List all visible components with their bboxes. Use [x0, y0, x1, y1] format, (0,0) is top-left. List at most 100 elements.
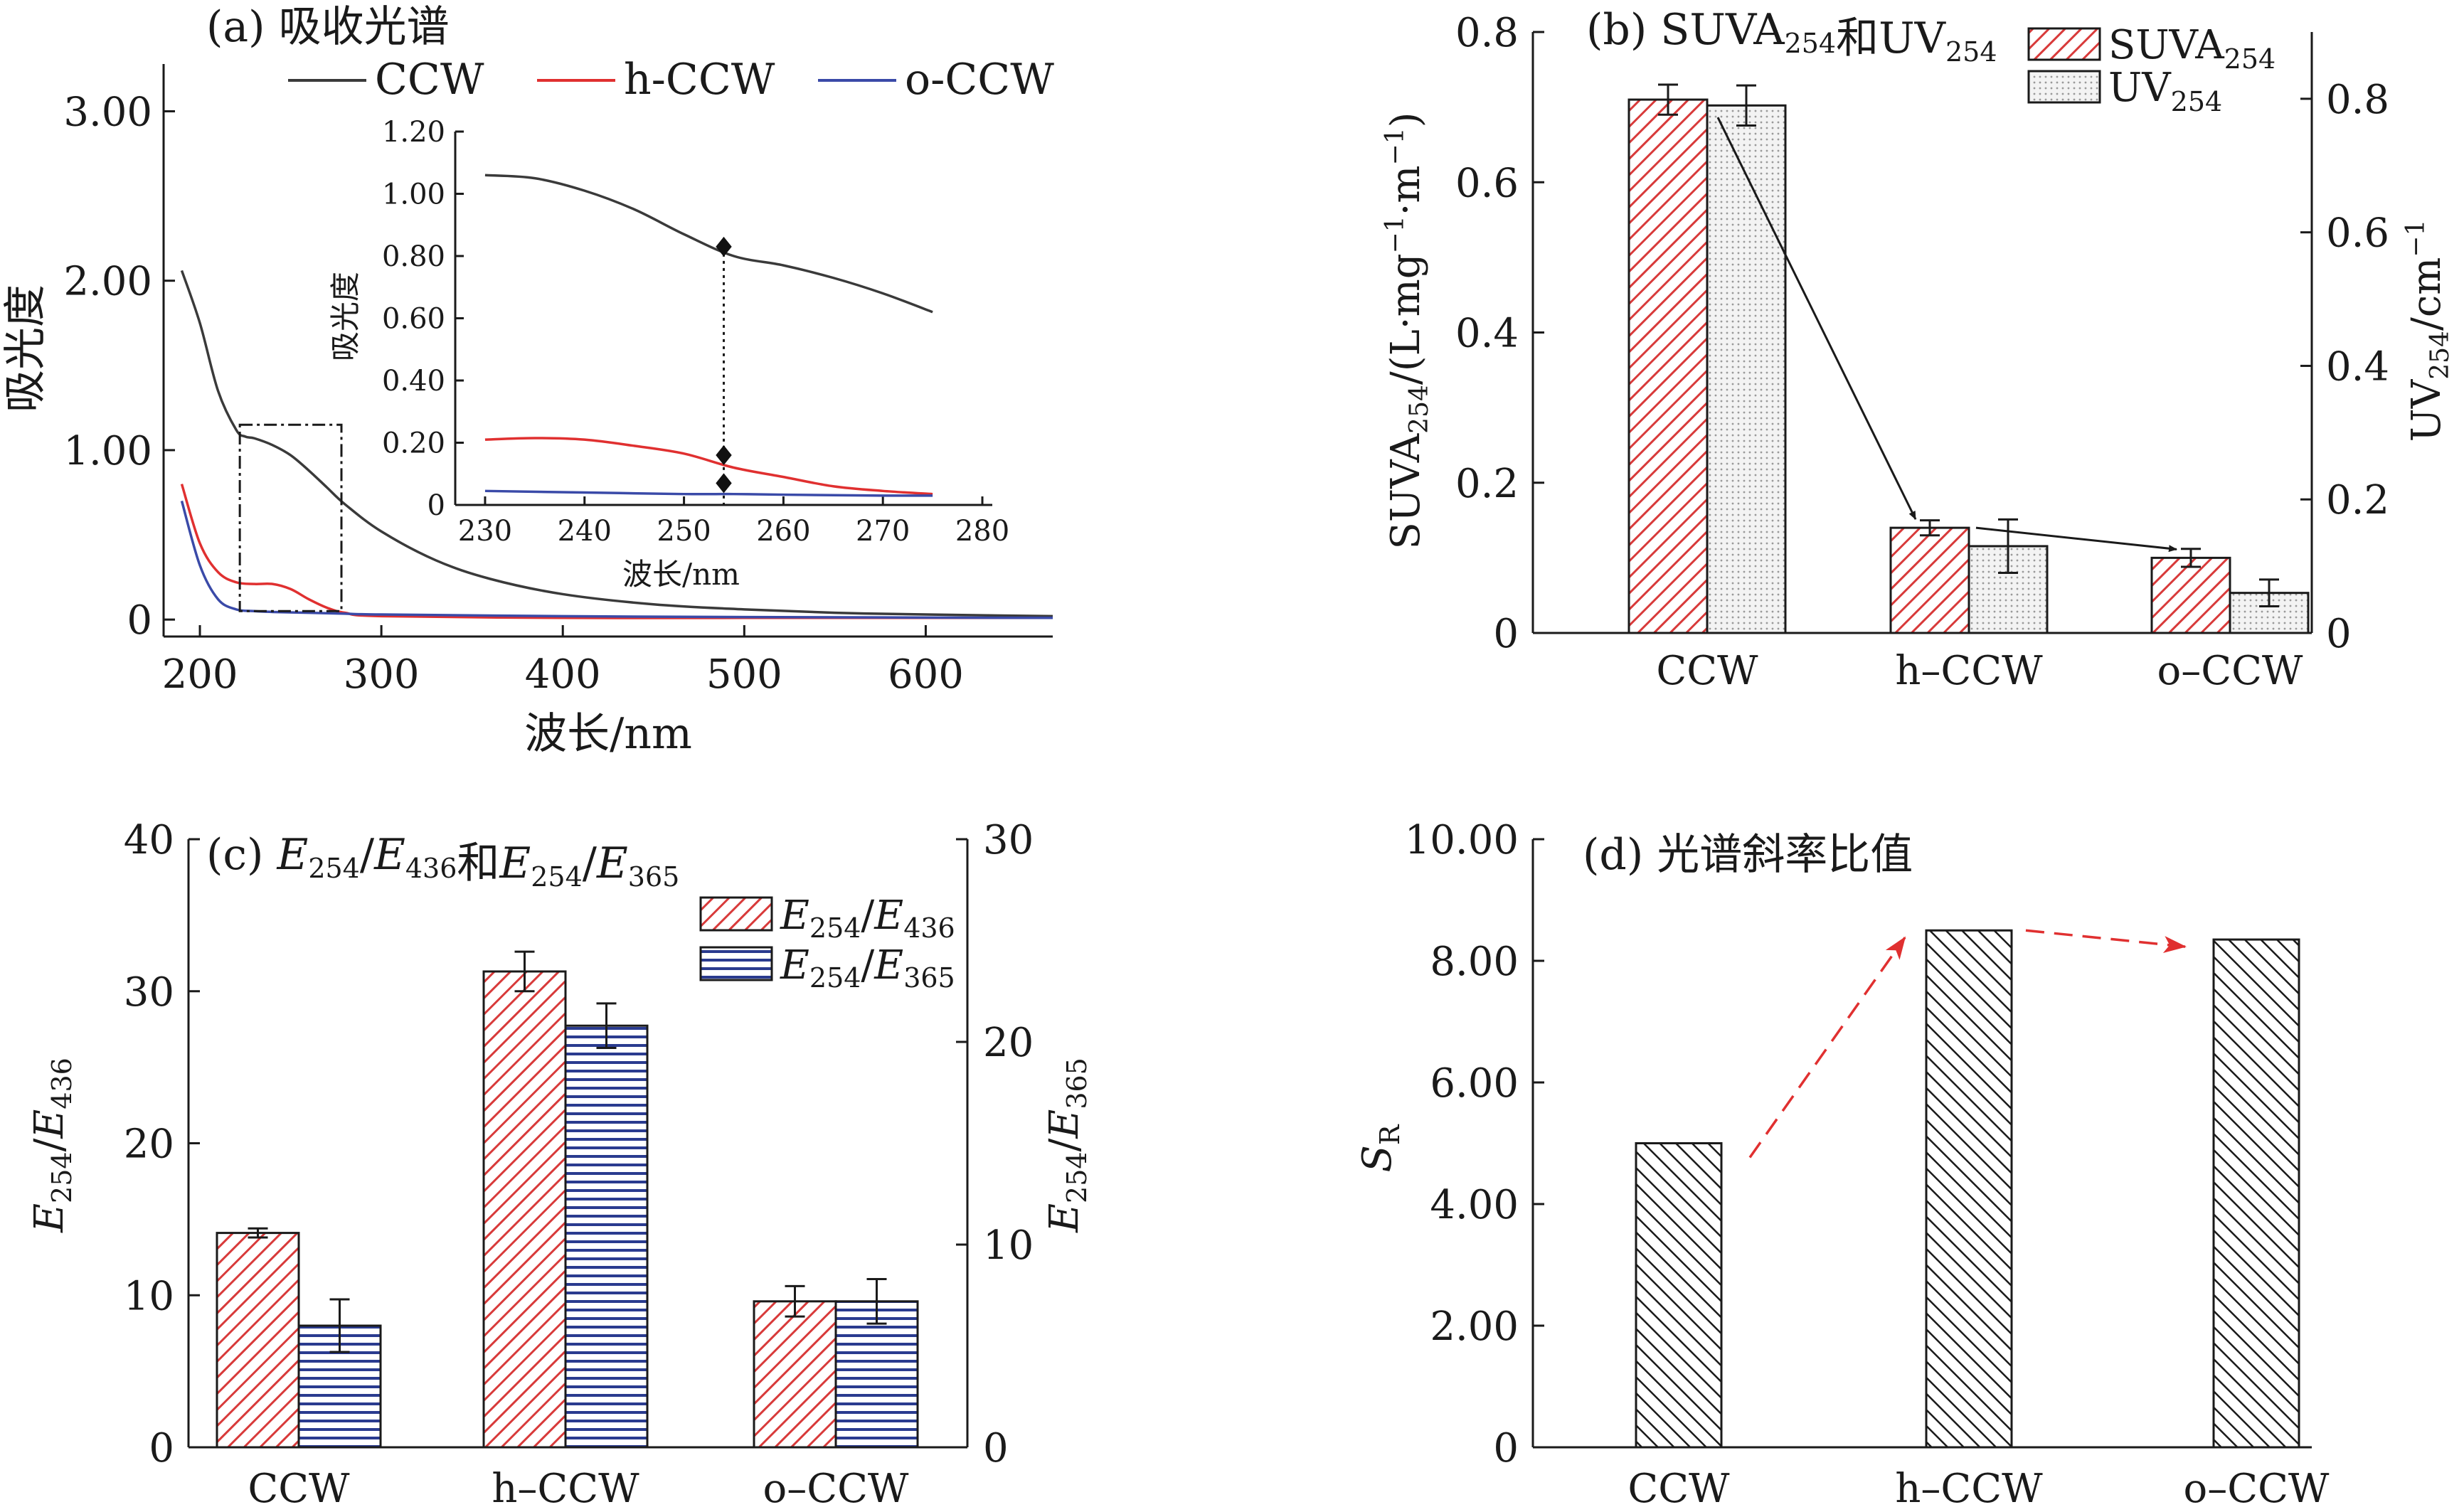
panel-a-inset-y-tick-label: 1.20: [382, 116, 445, 149]
panel-c-left-tick-label: 0: [149, 1425, 174, 1471]
panel-a-y-tick-label: 2.00: [63, 259, 152, 305]
panel-d-category-label: CCW: [1627, 1466, 1730, 1512]
panel-c-legend-label-0: E254/E436: [780, 893, 955, 944]
panel-b-category-label: h–CCW: [1895, 648, 2043, 694]
panel-b-right-axis-label: UV254/cm−1: [2401, 220, 2455, 442]
panel-d-bar-0: [1635, 1142, 1723, 1449]
panel-a-inset-x-axis-label: 波长/nm: [622, 557, 740, 592]
panel-d-y-tick-label: 4.00: [1430, 1182, 1519, 1228]
panel-a-inset-marker-0: [716, 236, 732, 257]
panel-c-title: (c) E254/E436和E254/E365: [206, 830, 679, 893]
panel-a-absorption-spectrum: 0 1.00 2.00 3.00 200 300 400 500 600 波长/nm 吸光度 (a) …: [1, 2, 1054, 759]
panel-c-e-ratio-bars: 0 10 20 30 40 0 10 20 30 CCW h–CCW o–CCW (c) E254/E4…: [26, 817, 1093, 1512]
panel-d-arrow-0: [1748, 936, 1906, 1159]
panel-b-bar-0-0: [1627, 98, 1709, 634]
panel-b-left-tick-label: 0.6: [1455, 160, 1519, 206]
panel-c-right-tick-label: 0: [983, 1425, 1009, 1471]
panel-a-x-tick-label: 200: [162, 651, 238, 698]
panel-a-legend-label-1: h-CCW: [624, 55, 775, 105]
panel-a-x-tick-label: 400: [525, 651, 601, 698]
panel-a-inset-y-tick-label: 0.60: [382, 303, 445, 336]
panel-b-right-tick-label: 0.2: [2326, 477, 2389, 523]
panel-a-inset-y-tick-label: 1.00: [382, 179, 445, 211]
panel-a-zoom-box: [238, 423, 343, 612]
panel-c-category-label: h–CCW: [492, 1466, 639, 1512]
panel-b-title: (b) SUVA254和UV254: [1586, 5, 1997, 68]
panel-b-left-tick-label: 0.4: [1455, 311, 1519, 357]
panel-c-right-tick-label: 20: [983, 1020, 1034, 1066]
panel-c-bar-0-0: [216, 1232, 300, 1449]
panel-b-right-tick-label: 0: [2326, 611, 2352, 657]
panel-a-x-axis-label: 波长/nm: [524, 709, 692, 759]
panel-c-bar-0-2: [753, 1300, 837, 1449]
panel-c-bar-0-1: [482, 970, 567, 1449]
panel-a-inset-x-tick-label: 250: [657, 515, 711, 548]
panel-c-left-axis-label: E254/E436: [26, 1058, 78, 1233]
panel-a-inset: 0 0.20 0.40 0.60 0.80 1.00 1.20 230 240 250 260 270…: [328, 116, 1009, 592]
panel-c-left-tick-label: 20: [124, 1122, 174, 1168]
panel-c-legend-swatch-0: [699, 896, 773, 932]
panel-d-slope-ratio-bars: 0 2.00 4.00 6.00 8.00 10.00 CCW h–CCW o–CCW (d) 光…: [1354, 817, 2330, 1512]
panel-d-y-tick-label: 0: [1493, 1425, 1519, 1471]
panel-a-x-tick-label: 500: [706, 651, 782, 698]
panel-d-bar-2: [2212, 938, 2300, 1449]
panel-b-bar-1-0: [1706, 104, 1787, 634]
panel-c-legend-swatch-1: [699, 946, 773, 981]
panel-a-legend-label-2: o-CCW: [905, 55, 1054, 105]
panel-a-inset-y-axis-label: 吸光度: [328, 272, 363, 361]
panel-b-left-axis-label: SUVA254/(L·mg−1·m−1): [1381, 112, 1434, 550]
panel-d-y-axis-label: SR: [1354, 1124, 1406, 1172]
panel-a-inset-x-tick-label: 270: [856, 515, 910, 548]
panel-b-legend-swatch-0: [2027, 27, 2101, 61]
panel-a-inset-y-tick-label: 0.40: [382, 365, 445, 398]
panel-d-title: (d) 光谱斜率比值: [1583, 830, 1913, 880]
panel-a-inset-x-tick-label: 260: [756, 515, 810, 548]
panel-b-legend-label-0: SUVA254: [2108, 22, 2276, 75]
panel-d-category-label: o–CCW: [2184, 1466, 2330, 1512]
panel-a-y-tick-label: 3.00: [63, 89, 152, 135]
panel-b-right-tick-label: 0.8: [2326, 77, 2389, 123]
panel-d-bar-1: [1925, 929, 2013, 1449]
panel-a-title: (a) 吸收光谱: [206, 2, 450, 52]
panel-b-left-tick-label: 0: [1493, 611, 1519, 657]
panel-a-inset-x-tick-label: 240: [558, 515, 612, 548]
panel-c-right-axis-label: E254/E365: [1041, 1058, 1093, 1233]
panel-a-inset-marker-1: [716, 445, 732, 465]
panel-a-y-tick-label: 1.00: [63, 428, 152, 474]
panel-b-right-tick-label: 0.6: [2326, 211, 2389, 257]
panel-a-inset-y-tick-label: 0.20: [382, 427, 445, 460]
panel-a-inset-marker-2: [716, 473, 732, 494]
panel-a-y-tick-label: 0: [127, 597, 152, 644]
panel-a-inset-series-line-1: [484, 437, 933, 496]
panel-b-left-tick-label: 0.2: [1455, 461, 1519, 507]
panel-a-x-tick-label: 600: [888, 651, 964, 698]
panel-d-arrow-1: [2025, 929, 2187, 953]
panel-d-category-label: h–CCW: [1895, 1466, 2043, 1512]
panel-b-arrow-0: [1716, 117, 1917, 521]
panel-a-inset-x-tick-label: 280: [955, 515, 1009, 548]
panel-c-bar-1-1: [564, 1024, 649, 1449]
panel-c-legend-label-1: E254/E365: [780, 942, 955, 994]
panel-b-bar-0-2: [2150, 556, 2231, 634]
panel-d-y-tick-label: 8.00: [1430, 939, 1519, 985]
panel-b-right-tick-label: 0.4: [2326, 344, 2389, 390]
panel-b-category-label: CCW: [1656, 648, 1758, 694]
panel-c-left-tick-label: 30: [124, 969, 174, 1016]
panel-d-y-tick-label: 2.00: [1430, 1304, 1519, 1350]
panel-a-inset-y-tick-label: 0.80: [382, 240, 445, 273]
panel-b-legend-label-1: UV254: [2108, 65, 2222, 117]
panel-a-y-axis-label: 吸光度: [1, 284, 51, 412]
panel-a-inset-series-line-2: [484, 489, 933, 497]
panel-a-series-line-2: [180, 500, 1053, 619]
panel-b-left-tick-label: 0.8: [1455, 10, 1519, 56]
panel-a-x-tick-label: 300: [344, 651, 420, 698]
panel-b-legend-swatch-1: [2027, 70, 2101, 104]
panel-b-suva-uv-bars: 0 0.2 0.4 0.6 0.8 0 0.2 0.4 0.6 0.8 CCW h–CCW o–CCW (…: [1381, 5, 2455, 694]
panel-a-legend-label-0: CCW: [375, 55, 484, 105]
panel-c-category-label: CCW: [248, 1466, 350, 1512]
panel-b-arrow-1: [1975, 526, 2177, 553]
panel-a-inset-y-tick-label: 0: [428, 489, 445, 522]
panel-a-inset-series-line-0: [484, 174, 933, 314]
panel-c-bar-1-2: [834, 1300, 919, 1449]
